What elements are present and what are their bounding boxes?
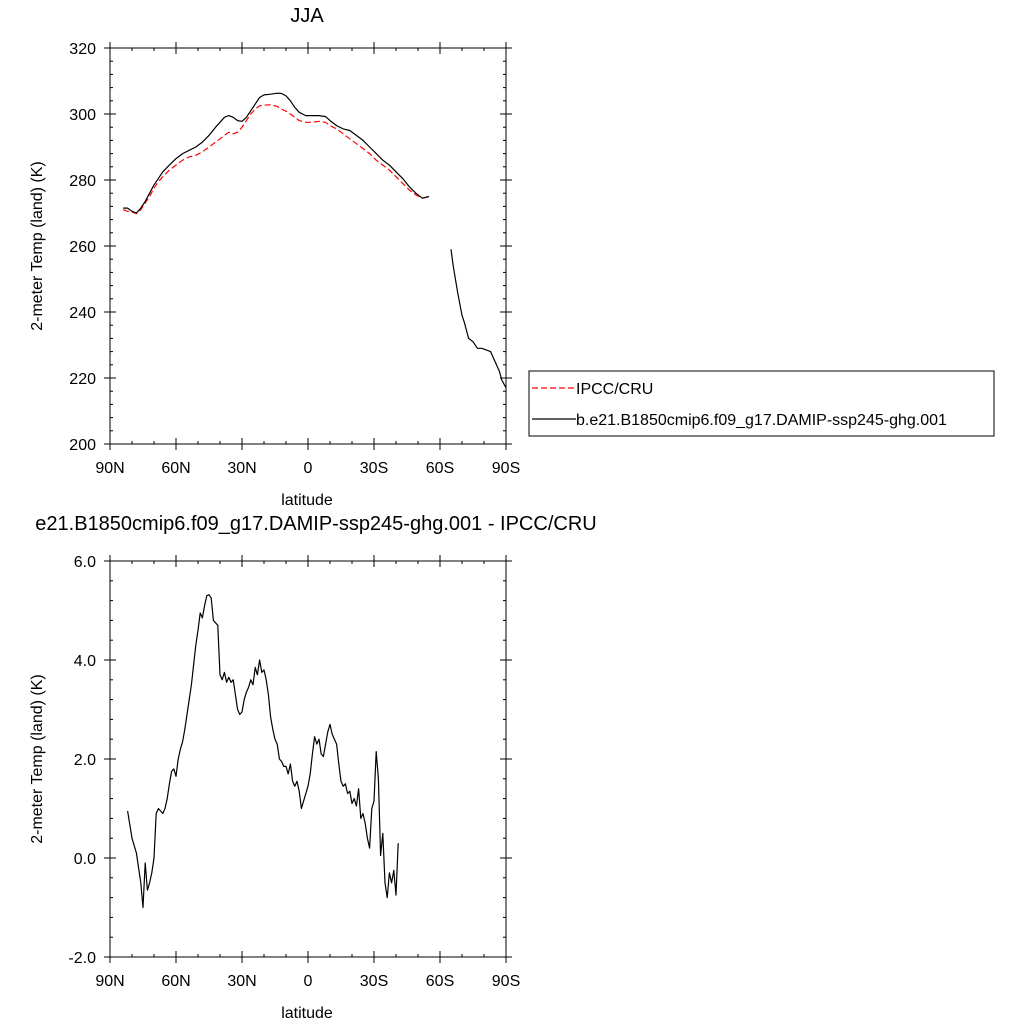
bottom-x-tick-label: 0 bbox=[304, 973, 313, 990]
top-series-line-1 bbox=[450, 249, 507, 389]
top-series bbox=[122, 92, 507, 389]
top-x-tick-label: 90S bbox=[492, 460, 520, 477]
top-plot: JJA 90N 60N 30N 0 30S 60S 90S 200 220 240 260 280 30… bbox=[29, 5, 520, 509]
bottom-ticks: 90N 60N 30N 0 30S 60S 90S -2.0 0.0 2.0 4.0 6.0 bbox=[68, 554, 520, 990]
top-chart-title: JJA bbox=[290, 5, 324, 27]
bottom-series-line-0 bbox=[127, 594, 399, 909]
bottom-x-tick-label: 30N bbox=[227, 973, 256, 990]
top-y-tick-label: 300 bbox=[69, 107, 96, 124]
bottom-x-axis-label: latitude bbox=[281, 1005, 333, 1022]
bottom-y-axis-label: 2-meter Temp (land) (K) bbox=[29, 674, 46, 844]
bottom-chart-title: e21.B1850cmip6.f09_g17.DAMIP-ssp245-ghg.… bbox=[35, 513, 596, 535]
bottom-y-tick-label: 2.0 bbox=[74, 752, 96, 769]
top-x-tick-label: 30N bbox=[227, 460, 256, 477]
bottom-y-tick-label: -2.0 bbox=[68, 950, 96, 967]
top-x-tick-label: 60N bbox=[161, 460, 190, 477]
top-x-tick-label: 30S bbox=[360, 460, 388, 477]
top-x-tick-label: 60S bbox=[426, 460, 454, 477]
top-y-tick-label: 260 bbox=[69, 239, 96, 256]
bottom-plot-frame bbox=[109, 560, 507, 958]
legend-box bbox=[528, 370, 995, 437]
top-y-tick-label: 280 bbox=[69, 173, 96, 190]
top-x-tick-label: 90N bbox=[95, 460, 124, 477]
top-y-tick-label: 220 bbox=[69, 371, 96, 388]
top-x-tick-label: 0 bbox=[304, 460, 313, 477]
top-y-tick-label: 320 bbox=[69, 41, 96, 58]
top-series-line-0 bbox=[122, 104, 430, 215]
bottom-x-tick-label: 90S bbox=[492, 973, 520, 990]
top-series-line-1 bbox=[123, 92, 430, 214]
bottom-y-tick-label: 4.0 bbox=[74, 653, 96, 670]
bottom-x-tick-label: 60N bbox=[161, 973, 190, 990]
bottom-y-tick-label: 6.0 bbox=[74, 554, 96, 571]
top-ticks: 90N 60N 30N 0 30S 60S 90S 200 220 240 260 280 300 320 bbox=[69, 41, 520, 477]
bottom-x-tick-label: 30S bbox=[360, 973, 388, 990]
top-y-axis-label: 2-meter Temp (land) (K) bbox=[29, 161, 46, 331]
top-y-tick-label: 240 bbox=[69, 305, 96, 322]
bottom-series bbox=[127, 594, 399, 909]
legend: IPCC/CRU b.e21.B1850cmip6.f09_g17.DAMIP-… bbox=[528, 370, 995, 437]
legend-label-ipcc-cru: IPCC/CRU bbox=[576, 381, 653, 398]
top-plot-frame bbox=[109, 47, 507, 445]
bottom-plot: e21.B1850cmip6.f09_g17.DAMIP-ssp245-ghg.… bbox=[29, 513, 597, 1022]
top-x-axis-label: latitude bbox=[281, 492, 333, 509]
bottom-y-tick-label: 0.0 bbox=[74, 851, 96, 868]
bottom-x-tick-label: 60S bbox=[426, 973, 454, 990]
top-y-tick-label: 200 bbox=[69, 437, 96, 454]
legend-label-model: b.e21.B1850cmip6.f09_g17.DAMIP-ssp245-gh… bbox=[576, 412, 947, 429]
bottom-x-tick-label: 90N bbox=[95, 973, 124, 990]
